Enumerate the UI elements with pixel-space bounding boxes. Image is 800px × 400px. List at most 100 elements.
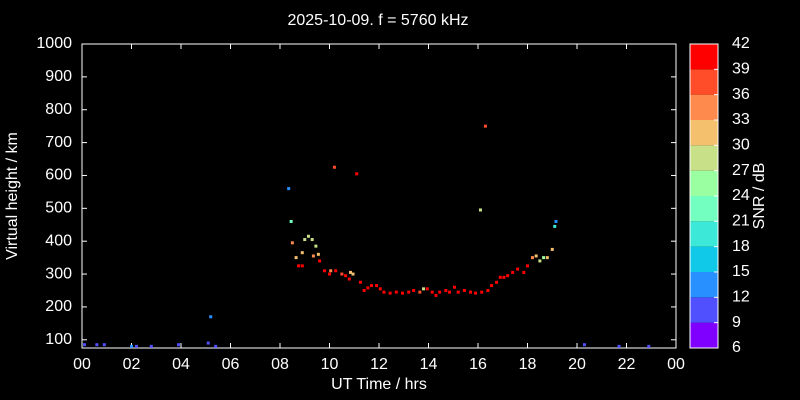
point: [294, 256, 298, 260]
chart-title: 2025-10-09. f = 5760 kHz: [287, 12, 468, 29]
point: [82, 343, 86, 347]
x-tick-label: 02: [123, 356, 141, 373]
colorbar-band: [690, 69, 718, 95]
point: [303, 238, 307, 242]
point: [434, 293, 438, 297]
point: [444, 288, 448, 292]
colorbar-tick-label: 27: [732, 162, 750, 179]
point: [469, 290, 473, 294]
point: [490, 284, 494, 288]
point: [316, 252, 320, 256]
point: [438, 290, 442, 294]
point: [134, 344, 138, 348]
point: [425, 287, 429, 291]
x-tick-label: 06: [222, 356, 240, 373]
point: [617, 344, 621, 348]
point: [328, 272, 331, 276]
point: [412, 288, 416, 292]
x-tick-label: 18: [519, 356, 537, 373]
point: [418, 290, 422, 294]
point: [289, 219, 293, 223]
colorbar-tick-label: 42: [732, 35, 750, 52]
y-axis-label: Virtual height / km: [4, 132, 21, 260]
x-tick-label: 08: [271, 356, 289, 373]
point: [506, 274, 510, 278]
point: [498, 275, 502, 279]
point: [530, 256, 534, 260]
y-tick-label: 400: [45, 232, 72, 249]
y-tick-label: 300: [45, 265, 72, 282]
point: [340, 272, 344, 276]
point: [358, 280, 362, 284]
colorbar-tick-label: 6: [732, 339, 741, 356]
point: [553, 224, 557, 228]
point: [542, 256, 546, 260]
point: [329, 269, 333, 273]
colorbar-band: [690, 297, 718, 323]
point: [370, 284, 374, 288]
point: [351, 272, 355, 276]
y-tick-label: 700: [45, 134, 72, 151]
x-tick-label: 04: [172, 356, 190, 373]
point: [314, 244, 318, 248]
point: [486, 288, 490, 292]
point: [534, 254, 538, 258]
point: [349, 270, 353, 274]
point: [287, 187, 291, 191]
point: [366, 286, 370, 290]
x-tick-label: 20: [568, 356, 586, 373]
point: [452, 285, 456, 289]
point: [474, 291, 478, 295]
point: [582, 343, 586, 347]
colorbar-band: [690, 272, 718, 298]
point: [647, 344, 651, 348]
point: [378, 287, 382, 291]
point: [448, 290, 452, 294]
point: [382, 290, 386, 294]
x-tick-label: 16: [469, 356, 487, 373]
x-tick-label: 14: [420, 356, 438, 373]
colorbar-tick-label: 30: [732, 137, 750, 154]
point: [323, 269, 327, 273]
x-tick-label: 00: [73, 356, 91, 373]
point: [394, 290, 398, 294]
point: [401, 291, 405, 295]
point: [206, 341, 210, 345]
colorbar-band: [690, 44, 718, 70]
colorbar-tick-label: 21: [732, 213, 750, 230]
point: [209, 315, 213, 319]
colorbar-tick-label: 18: [732, 238, 750, 255]
x-tick-label: 10: [321, 356, 339, 373]
point: [388, 291, 392, 295]
point: [526, 264, 529, 268]
y-tick-label: 500: [45, 200, 72, 217]
point: [300, 251, 304, 255]
x-tick-label: 00: [667, 356, 685, 373]
y-tick-label: 1000: [36, 35, 72, 52]
y-tick-label: 900: [45, 68, 72, 85]
x-tick-label: 12: [370, 356, 388, 373]
colorbar-band: [690, 94, 718, 120]
colorbar-band: [690, 246, 718, 272]
point: [332, 165, 336, 169]
point: [522, 270, 526, 274]
colorbar-tick-label: 39: [732, 61, 750, 78]
point: [306, 234, 310, 238]
x-axis-label: UT Time / hrs: [331, 376, 427, 393]
point: [480, 290, 484, 294]
colorbar-band: [690, 170, 718, 196]
point: [478, 208, 482, 212]
colorbar-band: [690, 221, 718, 247]
point: [430, 290, 434, 294]
point: [545, 256, 549, 260]
colorbar-tick-label: 24: [732, 187, 750, 204]
point: [344, 274, 348, 278]
colorbar-label: SNR / dB: [751, 163, 768, 230]
point: [362, 288, 366, 292]
point: [318, 259, 322, 263]
colorbar-tick-label: 9: [732, 314, 741, 331]
point: [550, 247, 554, 251]
point: [130, 344, 133, 348]
colorbar-tick-label: 36: [732, 86, 750, 103]
point: [95, 343, 99, 347]
